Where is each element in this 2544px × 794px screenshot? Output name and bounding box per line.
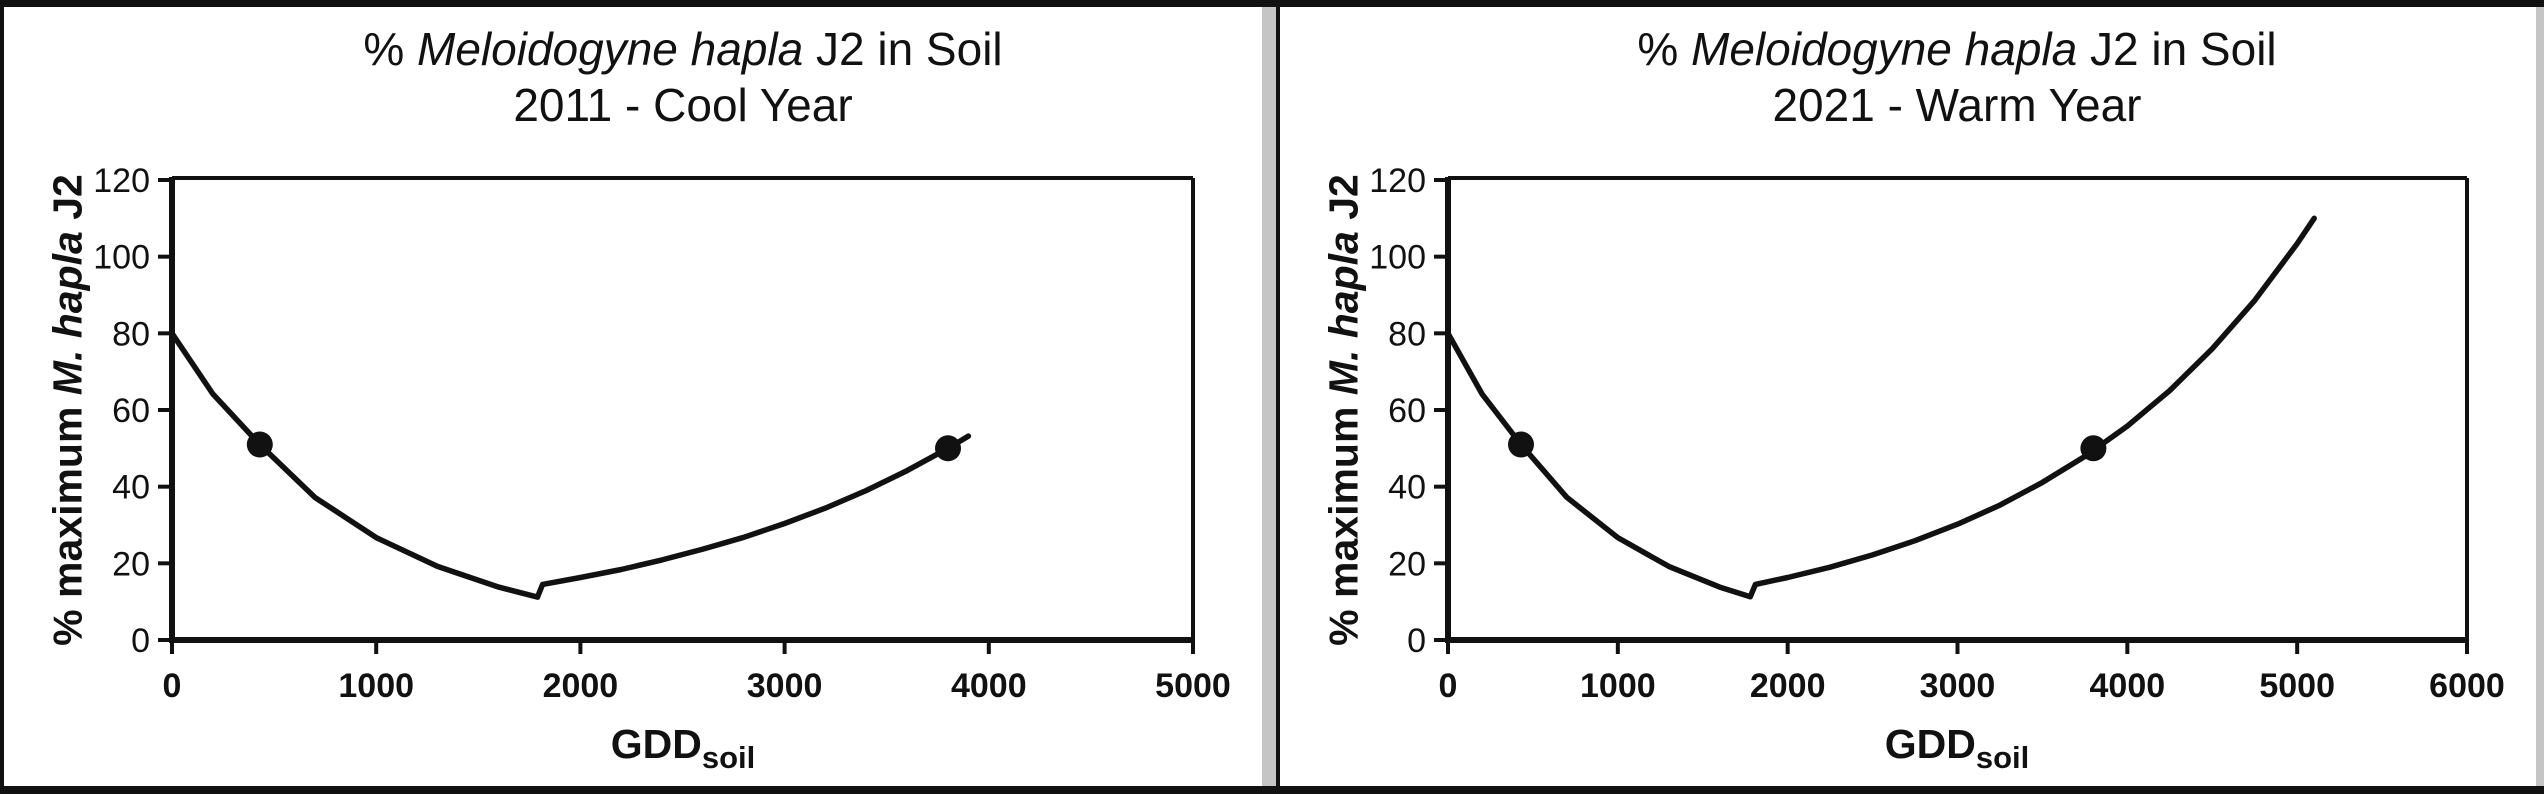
data-point-marker [246,431,273,458]
y-tick-label: 40 [1388,469,1426,507]
page-edge-strip [2536,7,2544,786]
y-tick-label: 80 [112,315,150,353]
x-axis-label: GDDsoil [172,721,1194,775]
chart-subtitle: 2021 - Warm Year [1772,79,2142,131]
data-point-marker [1508,431,1534,458]
title-suffix: J2 in Soil [2077,23,2277,75]
x-tick-label: 3000 [1920,667,1996,705]
y-tick-label: 0 [1407,622,1426,660]
xlabel-subscript: soil [1975,740,2030,775]
title-suffix: J2 in Soil [803,23,1003,75]
xlabel-main: GDD [610,721,702,767]
x-tick-label: 1000 [1580,667,1656,705]
data-point-marker [2080,435,2107,462]
y-tick-label: 60 [112,392,150,430]
curve-line [1445,215,2317,600]
x-tick-label: 5000 [1155,667,1231,705]
y-tick-label: 100 [1369,239,1426,277]
x-axis-label: GDDsoil [1448,721,2466,775]
x-tick-label: 3000 [747,667,823,705]
x-tick-label: 4000 [951,667,1027,705]
x-tick-label: 2000 [1750,667,1826,705]
x-tick-label: 1000 [338,667,414,705]
chart-subtitle: 2011 - Cool Year [513,79,853,131]
title-species-italic: Meloidogyne hapla [1691,23,2078,75]
y-tick-label: 100 [93,239,150,277]
data-point-marker [935,435,961,462]
panel-divider [1262,7,1276,786]
x-tick-label: 6000 [2429,667,2505,705]
y-tick-label: 120 [1369,162,1426,200]
x-tick-label: 5000 [2259,667,2335,705]
chart-title-line1: % Meloidogyne hapla J2 in Soil [1448,21,2466,77]
panel-2011-cool-year: % Meloidogyne hapla J2 in Soil 2011 - Co… [4,7,1262,786]
curve-line [169,330,972,600]
title-prefix: % [363,23,418,75]
x-tick-label: 4000 [2090,667,2166,705]
title-species-italic: Meloidogyne hapla [417,23,804,75]
y-tick-label: 40 [112,469,150,507]
y-tick-label: 20 [112,545,150,583]
title-prefix: % [1637,23,1692,75]
y-tick-label: 120 [93,162,150,200]
y-tick-label: 80 [1388,315,1426,353]
panel-2021-warm-year: % Meloidogyne hapla J2 in Soil 2021 - Wa… [1276,7,2540,786]
y-tick-label: 0 [131,622,150,660]
y-tick-label: 20 [1388,545,1426,583]
chart-title: % Meloidogyne hapla J2 in Soil 2011 - Co… [172,21,1194,133]
x-tick-label: 0 [163,667,182,705]
line-chart-2021: 0 20 40 60 80 100 120 0 1000 2000 3000 4000 5000 6000 [1369,162,2505,705]
chart-title-line1: % Meloidogyne hapla J2 in Soil [172,21,1194,77]
chart-title: % Meloidogyne hapla J2 in Soil 2021 - Wa… [1448,21,2466,133]
xlabel-main: GDD [1884,721,1976,767]
line-chart-2011: 0 20 40 60 80 100 120 0 1000 2000 3000 4000 5000 [93,162,1231,705]
xlabel-subscript: soil [701,740,756,775]
x-tick-label: 2000 [543,667,619,705]
y-tick-label: 60 [1388,392,1426,430]
x-tick-label: 0 [1439,667,1458,705]
